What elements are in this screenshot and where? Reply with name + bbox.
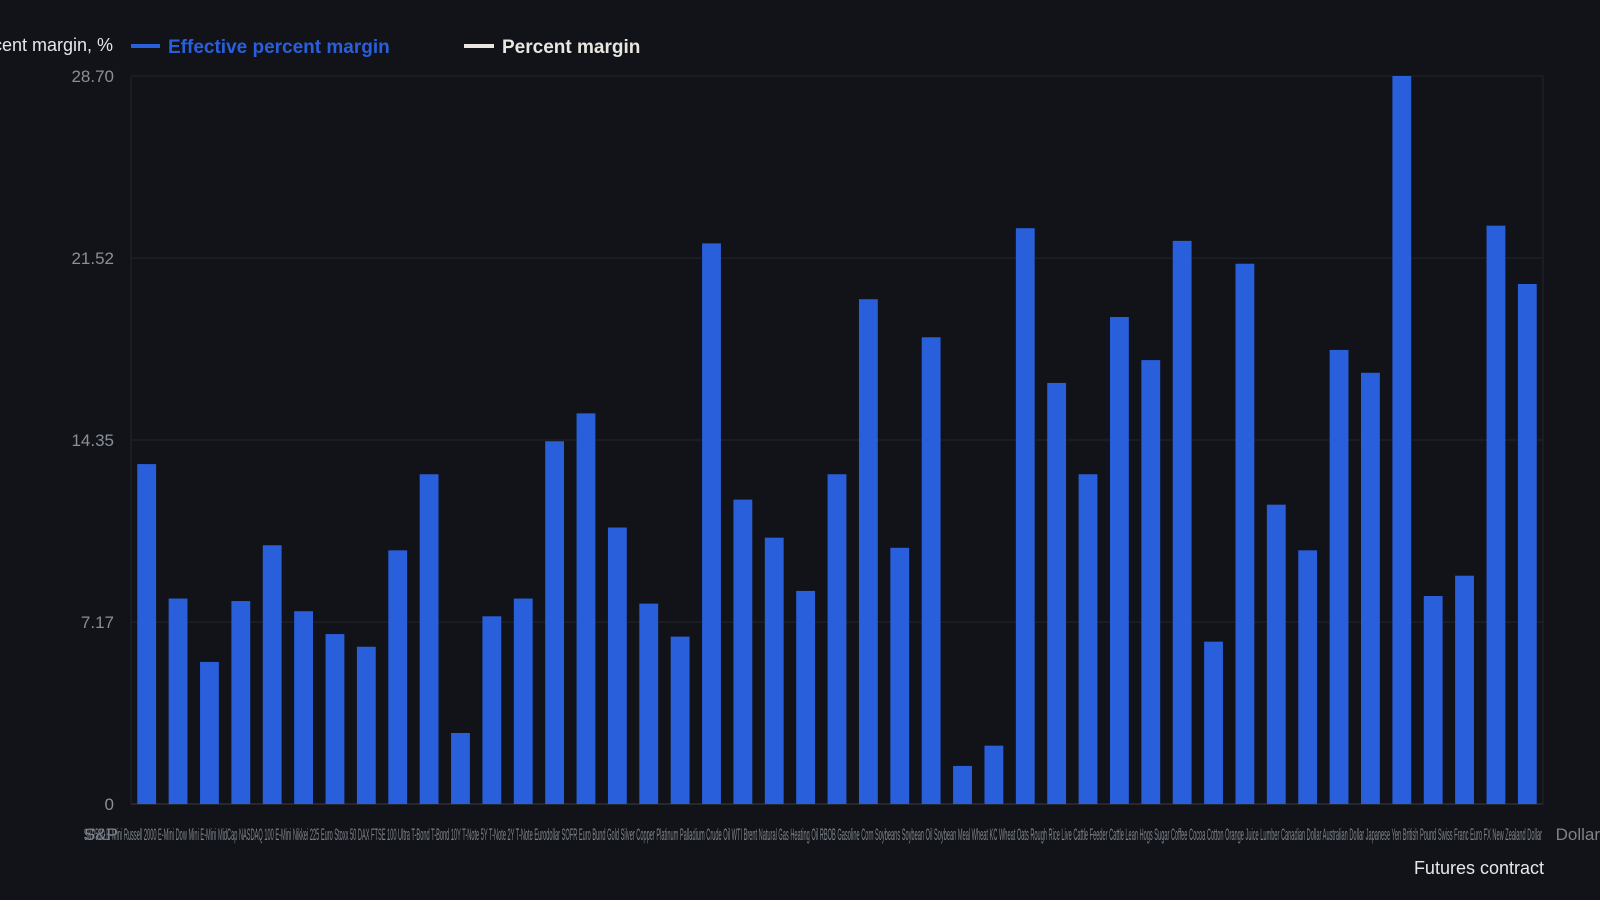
- bar[interactable]: [953, 765, 972, 804]
- bar[interactable]: [1047, 382, 1067, 804]
- bar[interactable]: [890, 547, 910, 804]
- y-axis-ticks: 0 7.17 14.35 21.52 28.70: [71, 67, 114, 814]
- bar[interactable]: [702, 243, 721, 804]
- bar[interactable]: [356, 646, 376, 804]
- x-category-label-last: Dollar: [1556, 825, 1600, 844]
- bar[interactable]: [231, 601, 251, 804]
- bar[interactable]: [294, 611, 313, 804]
- bar[interactable]: [1392, 76, 1412, 804]
- bar[interactable]: [388, 550, 408, 804]
- x-category-labels-overlapped: S&P500 E-Mini Russell 2000 E-Mini Dow Mi…: [84, 825, 1542, 844]
- bar[interactable]: [1235, 263, 1255, 805]
- bar[interactable]: [1109, 316, 1129, 804]
- bar[interactable]: [639, 603, 659, 804]
- bar[interactable]: [1455, 575, 1474, 804]
- bar[interactable]: [262, 545, 282, 804]
- bar[interactable]: [419, 474, 439, 804]
- bar[interactable]: [827, 474, 847, 804]
- bar[interactable]: [921, 337, 941, 804]
- bar[interactable]: [576, 413, 596, 804]
- bar[interactable]: [200, 661, 219, 804]
- bar[interactable]: [545, 441, 565, 804]
- bar[interactable]: [513, 598, 533, 804]
- legend-label-effective: Effective percent margin: [168, 37, 390, 58]
- bar[interactable]: [482, 616, 502, 804]
- y-tick-label: 0: [105, 795, 114, 814]
- bar[interactable]: [1423, 596, 1443, 804]
- bar[interactable]: [1361, 372, 1380, 804]
- y-tick-label: 14.35: [71, 431, 114, 450]
- bar[interactable]: [733, 499, 753, 804]
- bar[interactable]: [137, 464, 157, 804]
- bar[interactable]: [1204, 641, 1223, 804]
- bars: [137, 76, 1537, 805]
- bar[interactable]: [1266, 504, 1286, 804]
- bar[interactable]: [984, 745, 1004, 804]
- bar[interactable]: [858, 299, 878, 804]
- y-tick-label: 28.70: [71, 67, 114, 86]
- bar[interactable]: [1078, 474, 1098, 804]
- y-axis-title: Percent margin, %: [0, 35, 113, 55]
- x-axis-title: Futures contract: [1414, 858, 1544, 878]
- y-tick-label: 7.17: [81, 613, 114, 632]
- bar[interactable]: [607, 527, 627, 804]
- bar[interactable]: [1172, 240, 1192, 804]
- bar[interactable]: [1141, 360, 1161, 804]
- bar[interactable]: [1486, 225, 1506, 804]
- bar[interactable]: [796, 590, 816, 804]
- bar[interactable]: [1298, 550, 1318, 804]
- bar[interactable]: [670, 636, 690, 804]
- y-tick-label: 21.52: [71, 249, 114, 268]
- legend: Effective percent margin Percent margin: [131, 37, 640, 58]
- legend-label-percent: Percent margin: [502, 37, 640, 58]
- x-axis-category-labels: S&P500 E-Mini Russell 2000 E-Mini Dow Mi…: [84, 825, 1600, 844]
- x-category-label-first: S&P: [84, 825, 118, 844]
- bar[interactable]: [1517, 284, 1537, 804]
- bar[interactable]: [764, 537, 784, 804]
- bar[interactable]: [451, 732, 470, 804]
- bar[interactable]: [325, 634, 345, 804]
- bar[interactable]: [1015, 228, 1035, 804]
- bar[interactable]: [168, 598, 188, 804]
- bar[interactable]: [1329, 349, 1349, 804]
